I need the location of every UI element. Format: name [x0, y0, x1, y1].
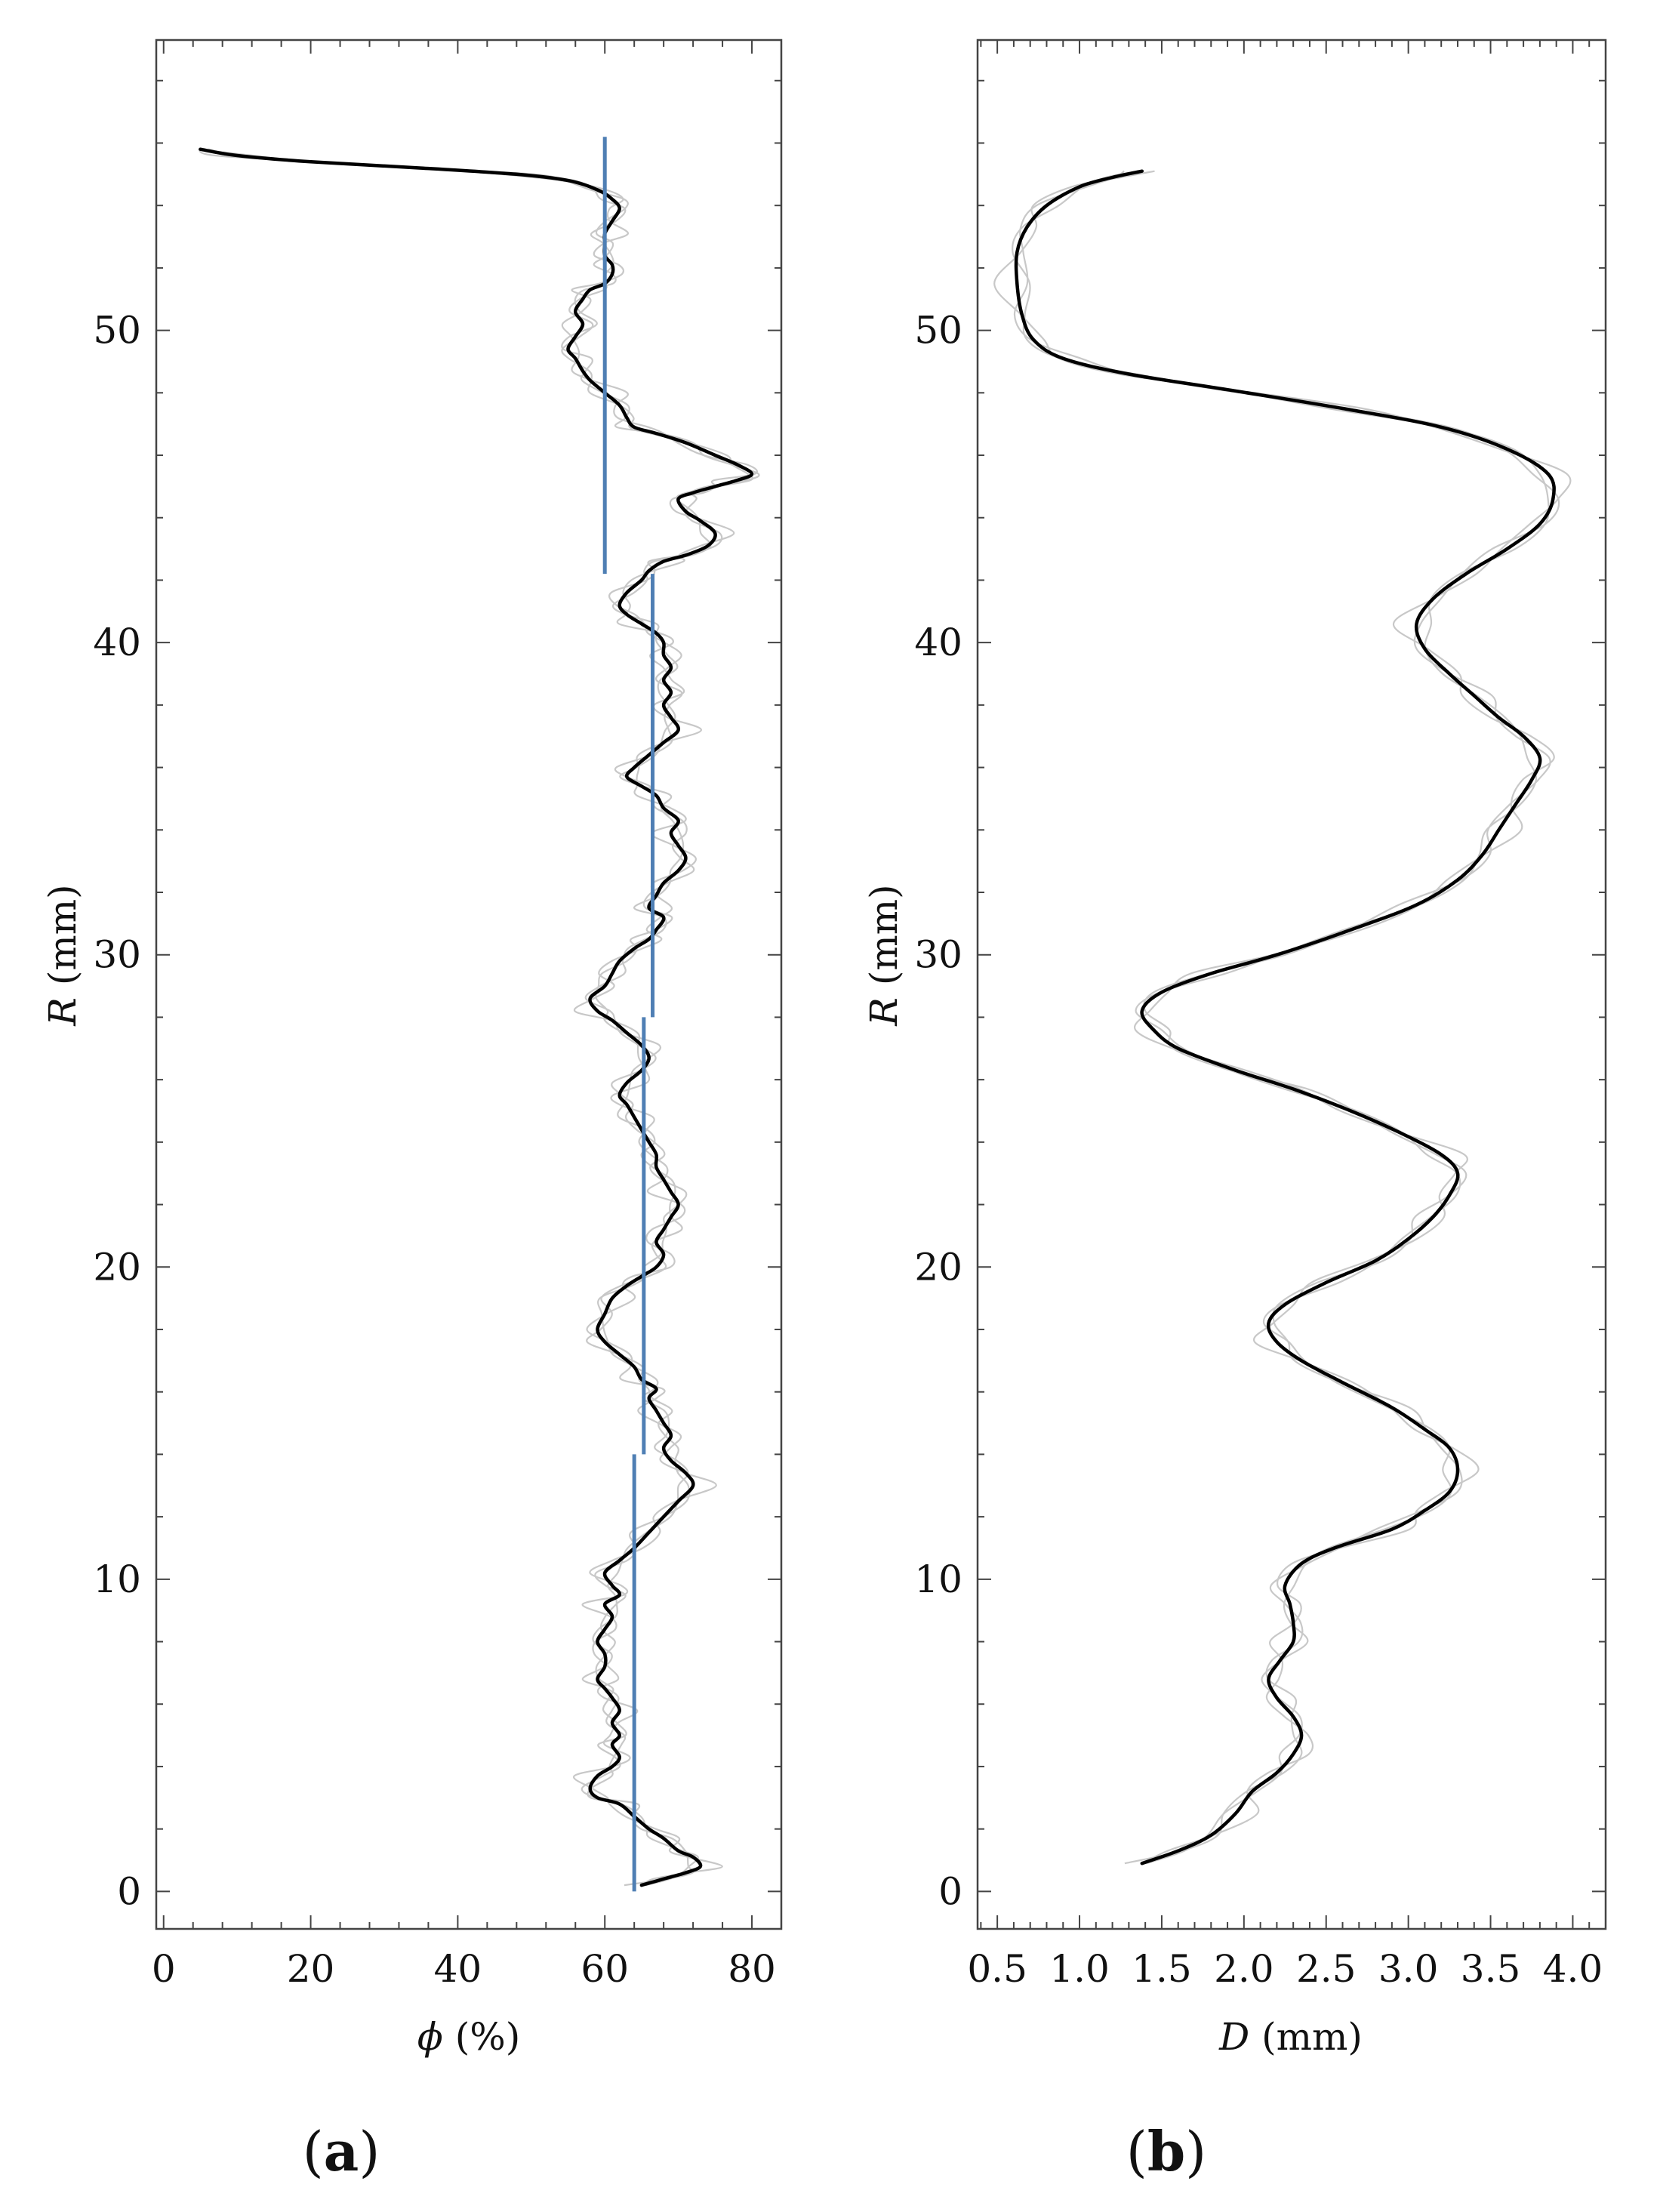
y-tick-label: 50 [914, 309, 962, 353]
panel-a-label-close: ) [359, 2120, 380, 2183]
panel-a-label: (a) [303, 2119, 380, 2183]
y-tick-label: 10 [93, 1557, 141, 1601]
panel-a-y-axis-symbol: R [41, 997, 85, 1027]
y-tick-label: 20 [914, 1245, 962, 1289]
panel-b-x-axis-unit: (mm) [1249, 2015, 1363, 2059]
panel-a-plot-frame [155, 39, 783, 1930]
panel-a-segment-means [602, 137, 655, 1892]
y-tick-label: 40 [914, 621, 962, 664]
y-tick-label: 10 [914, 1557, 962, 1601]
panel-b-diameter-chart: 0.5 1.0 1.5 2.0 2.5 3.0 3.5 4.0 0 10 20 30 40 50 D (m… [862, 39, 1607, 2183]
panel-a-x-axis-symbol: ϕ [417, 2015, 443, 2059]
x-tick-label: 40 [434, 1947, 482, 1991]
panel-b-plot-frame [976, 39, 1607, 1930]
panel-b-x-axis-symbol: D [1218, 2015, 1249, 2059]
panel-a-y-axis-unit: (mm) [41, 884, 85, 997]
x-tick-label: 1.0 [1049, 1947, 1110, 1991]
x-tick-label: 2.5 [1296, 1947, 1357, 1991]
x-tick-label: 0.5 [967, 1947, 1027, 1991]
panel-b-y-axis-label: R (mm) [862, 884, 906, 1026]
panel-a-x-axis-unit: (%) [443, 2015, 520, 2059]
panel-b-label-close: ) [1185, 2120, 1206, 2183]
y-tick-label: 40 [93, 621, 141, 664]
panel-a-mean-curve [199, 147, 754, 1887]
panel-b-mean-curve [1014, 169, 1556, 1865]
x-tick-label: 3.0 [1378, 1947, 1439, 1991]
panel-a-label-letter: a [324, 2119, 359, 2183]
x-tick-label: 1.5 [1132, 1947, 1192, 1991]
panel-b-tick-labels: 0.5 1.0 1.5 2.0 2.5 3.0 3.5 4.0 0 10 20 30 40 50 [914, 309, 1603, 1991]
y-tick-label: 30 [914, 933, 962, 977]
panel-b-label: (b) [1126, 2119, 1207, 2183]
mean-curve [199, 147, 754, 1887]
y-tick-label: 20 [93, 1245, 141, 1289]
panel-b-y-axis-unit: (mm) [862, 884, 906, 997]
y-tick-label: 0 [938, 1869, 962, 1913]
mean-curve [1014, 169, 1556, 1865]
replicate-curve [1012, 170, 1550, 1865]
panel-a-x-axis-label: ϕ (%) [417, 2015, 521, 2059]
panel-b-x-axis-label: D (mm) [1218, 2015, 1363, 2059]
panel-a-ticks [156, 40, 782, 1929]
replicate-curve [1013, 170, 1560, 1865]
x-tick-label: 0 [152, 1947, 176, 1991]
panel-b-label-letter: b [1147, 2119, 1185, 2183]
y-tick-label: 30 [93, 933, 141, 977]
replicate-curve [208, 148, 760, 1887]
panel-a-porosity-chart: 0 20 40 60 80 0 10 20 30 40 50 ϕ (%) R (mm) (a) [41, 39, 783, 2183]
x-tick-label: 4.0 [1543, 1947, 1603, 1991]
x-tick-label: 20 [287, 1947, 335, 1991]
panel-a-tick-labels: 0 20 40 60 80 0 10 20 30 40 50 [93, 309, 775, 1991]
x-tick-label: 2.0 [1214, 1947, 1274, 1991]
y-tick-label: 50 [93, 309, 141, 353]
panel-a-replicate-curves [198, 148, 760, 1887]
y-tick-label: 0 [117, 1869, 141, 1913]
panel-a-label-open: ( [303, 2120, 324, 2183]
replicate-curve [199, 148, 754, 1887]
panel-a-y-axis-label: R (mm) [41, 884, 85, 1026]
x-tick-label: 60 [581, 1947, 629, 1991]
x-tick-label: 3.5 [1461, 1947, 1521, 1991]
panel-b-label-open: ( [1126, 2120, 1147, 2183]
panel-b-ticks [978, 40, 1606, 1929]
panel-b-y-axis-symbol: R [862, 997, 906, 1027]
replicate-curve [993, 170, 1572, 1865]
panel-b-replicate-curves [993, 170, 1572, 1865]
x-tick-label: 80 [728, 1947, 776, 1991]
replicate-curve [198, 148, 758, 1887]
